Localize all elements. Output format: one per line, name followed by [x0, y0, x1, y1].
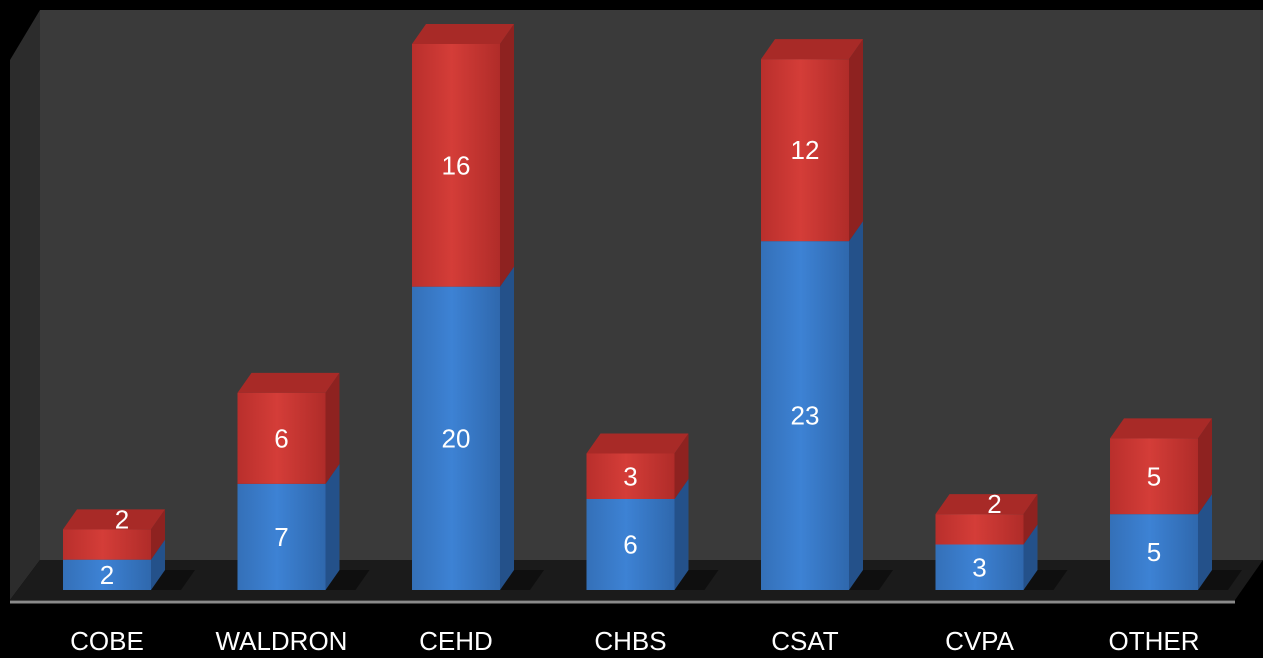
chart-back-wall — [40, 10, 1263, 560]
bar-segment-upper-top — [412, 24, 514, 44]
bar-shadow — [1023, 570, 1068, 590]
bar-segment-upper-top — [1110, 418, 1212, 439]
chart-side-wall — [10, 10, 40, 600]
category-label: CSAT — [771, 626, 839, 656]
bar-segment-lower-side — [325, 463, 340, 590]
bar-shadow — [325, 570, 370, 590]
bar-segment-upper-side — [1023, 494, 1038, 545]
bar-group-chbs: 63 — [586, 433, 719, 590]
bar-segment-upper-side — [500, 24, 514, 287]
data-label-lower: 5 — [1147, 537, 1161, 567]
data-label-upper: 5 — [1147, 461, 1161, 491]
bar-group-csat: 23 12 — [761, 39, 893, 590]
bar-segment-upper — [761, 59, 849, 242]
data-label-lower: 6 — [623, 530, 637, 560]
bar-segment-upper-side — [151, 509, 165, 560]
bar-shadow — [674, 570, 719, 590]
bar-group-cvpa: 32 — [935, 489, 1068, 590]
data-label-lower: 3 — [972, 552, 986, 582]
bar-segment-upper-side — [674, 433, 689, 499]
bar-group-cobe: 22 — [63, 504, 195, 590]
bar-segment-upper-side — [1198, 418, 1212, 515]
category-label: CVPA — [945, 626, 1015, 656]
bar-group-waldron: 76 — [237, 372, 370, 590]
bar-segment-lower — [237, 483, 326, 590]
data-label-upper: 6 — [274, 423, 288, 453]
bar-segment-lower-side — [500, 266, 514, 590]
bar-segment-lower — [586, 499, 675, 590]
data-label-upper: 2 — [987, 489, 1001, 519]
bar-group-other: 55 — [1110, 418, 1242, 590]
data-label-lower: 20 — [442, 423, 471, 453]
bar-shadow — [849, 570, 893, 590]
bar-segment-lower-side — [674, 479, 689, 590]
bar-segment-upper-top — [761, 39, 863, 60]
chart-category-labels: COBE WALDRON CEHD CHBS CSAT CVPA OTHER — [70, 626, 1199, 656]
data-label-lower: 7 — [274, 522, 288, 552]
bar-segment-upper — [237, 392, 326, 484]
bar-segment-upper — [63, 529, 151, 560]
bar-segment-upper-top — [237, 372, 340, 393]
bar-segment-lower-side — [1198, 494, 1212, 590]
data-label-upper: 12 — [791, 135, 820, 165]
data-label-upper: 3 — [623, 461, 637, 491]
bar-segment-upper-side — [849, 39, 863, 242]
data-label-upper: 2 — [115, 504, 129, 534]
data-label-lower: 2 — [100, 560, 114, 590]
bar-segment-lower — [935, 544, 1024, 590]
bar-segment-lower — [761, 241, 849, 590]
bar-segment-upper-top — [586, 433, 689, 454]
data-label-lower: 23 — [791, 401, 820, 431]
bar-segment-lower — [412, 286, 500, 590]
bar-segment-lower-side — [1023, 524, 1038, 590]
bar-shadow — [151, 570, 195, 590]
bar-segment-upper — [586, 453, 675, 499]
bar-segment-upper — [1110, 438, 1198, 515]
bar-segment-upper — [412, 44, 500, 287]
bar-segment-lower — [1110, 514, 1198, 590]
bar-segment-lower — [63, 559, 151, 590]
bar-shadow — [1198, 570, 1242, 590]
category-label: OTHER — [1109, 626, 1200, 656]
bar-segment-upper-top — [935, 494, 1038, 515]
data-label-upper: 16 — [442, 150, 471, 180]
bar-segment-lower-side — [849, 221, 863, 590]
category-label: COBE — [70, 626, 144, 656]
bar-segment-lower-side — [151, 539, 165, 590]
category-label: CHBS — [594, 626, 666, 656]
bar-segment-upper — [935, 514, 1024, 545]
bar-shadow — [500, 570, 544, 590]
category-label: WALDRON — [216, 626, 348, 656]
bar-segment-upper-top — [63, 509, 165, 530]
category-label: CEHD — [419, 626, 493, 656]
bar-segment-upper-side — [325, 372, 340, 484]
